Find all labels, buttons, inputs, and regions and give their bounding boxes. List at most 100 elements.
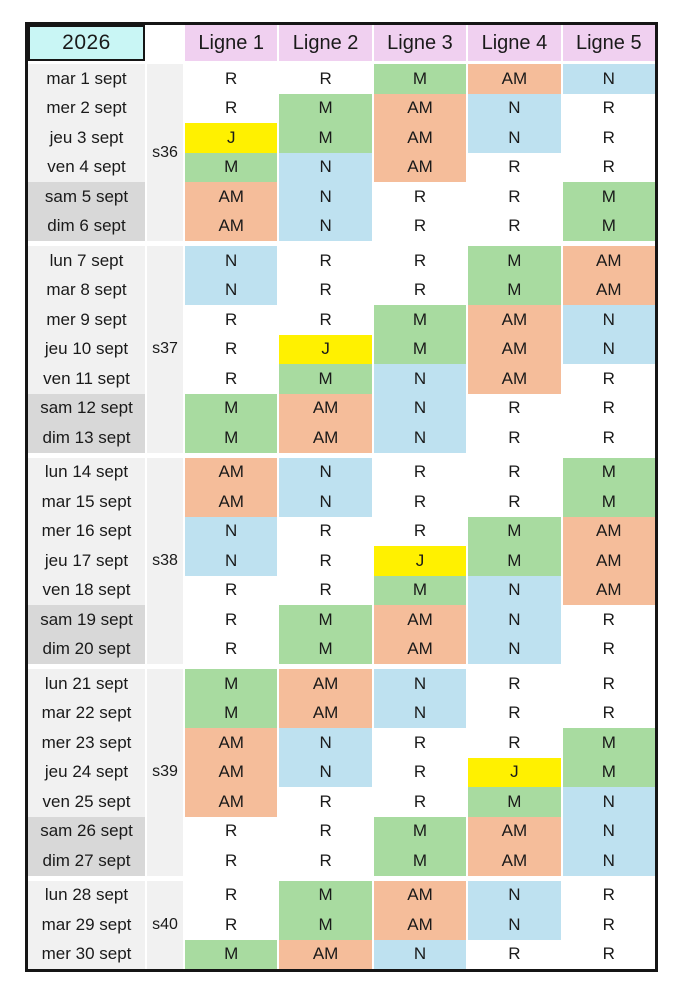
shift-cell[interactable]: AM [279, 423, 372, 453]
shift-cell[interactable]: N [279, 487, 372, 517]
shift-cell[interactable]: AM [373, 910, 467, 940]
shift-cell[interactable]: M [279, 364, 372, 394]
shift-cell[interactable]: M [279, 634, 372, 664]
shift-cell[interactable]: R [279, 816, 372, 846]
shift-cell[interactable]: M [373, 846, 467, 876]
shift-cell[interactable]: R [185, 880, 278, 910]
shift-cell[interactable]: R [279, 546, 372, 576]
shift-cell[interactable]: AM [279, 669, 372, 699]
shift-cell[interactable]: R [185, 305, 278, 335]
shift-cell[interactable]: N [373, 393, 467, 423]
shift-cell[interactable]: AM [373, 152, 467, 182]
shift-cell[interactable]: R [562, 605, 655, 635]
shift-cell[interactable]: R [185, 575, 278, 605]
shift-cell[interactable]: AM [185, 211, 278, 241]
shift-cell[interactable]: M [279, 93, 372, 123]
shift-cell[interactable]: R [185, 846, 278, 876]
shift-cell[interactable]: M [562, 211, 655, 241]
shift-cell[interactable]: M [468, 787, 561, 817]
shift-cell[interactable]: R [468, 728, 561, 758]
shift-cell[interactable]: AM [468, 364, 561, 394]
shift-cell[interactable]: R [279, 846, 372, 876]
shift-cell[interactable]: N [468, 910, 561, 940]
shift-cell[interactable]: M [468, 246, 561, 276]
shift-cell[interactable]: R [279, 305, 372, 335]
shift-cell[interactable]: AM [468, 816, 561, 846]
shift-cell[interactable]: N [279, 757, 372, 787]
shift-cell[interactable]: M [185, 939, 278, 969]
shift-cell[interactable]: R [185, 816, 278, 846]
shift-cell[interactable]: N [185, 546, 278, 576]
shift-cell[interactable]: AM [185, 487, 278, 517]
shift-cell[interactable]: AM [468, 64, 561, 94]
shift-cell[interactable]: M [373, 334, 467, 364]
shift-cell[interactable]: N [468, 634, 561, 664]
shift-cell[interactable]: R [373, 457, 467, 487]
shift-cell[interactable]: J [185, 123, 278, 153]
shift-cell[interactable]: N [562, 816, 655, 846]
shift-cell[interactable]: R [279, 787, 372, 817]
shift-cell[interactable]: M [185, 423, 278, 453]
shift-cell[interactable]: AM [468, 334, 561, 364]
shift-cell[interactable]: R [468, 487, 561, 517]
shift-cell[interactable]: M [279, 910, 372, 940]
shift-cell[interactable]: AM [373, 93, 467, 123]
shift-cell[interactable]: N [562, 846, 655, 876]
shift-cell[interactable]: M [562, 457, 655, 487]
shift-cell[interactable]: M [562, 182, 655, 212]
shift-cell[interactable]: AM [279, 698, 372, 728]
shift-cell[interactable]: M [279, 605, 372, 635]
shift-cell[interactable]: R [373, 516, 467, 546]
shift-cell[interactable]: R [373, 275, 467, 305]
shift-cell[interactable]: M [562, 487, 655, 517]
shift-cell[interactable]: R [185, 910, 278, 940]
shift-cell[interactable]: R [185, 605, 278, 635]
shift-cell[interactable]: AM [185, 757, 278, 787]
shift-cell[interactable]: M [468, 516, 561, 546]
shift-cell[interactable]: R [562, 93, 655, 123]
shift-cell[interactable]: N [279, 182, 372, 212]
shift-cell[interactable]: R [562, 880, 655, 910]
shift-cell[interactable]: R [185, 334, 278, 364]
shift-cell[interactable]: N [373, 423, 467, 453]
shift-cell[interactable]: AM [185, 457, 278, 487]
shift-cell[interactable]: AM [373, 123, 467, 153]
shift-cell[interactable]: R [468, 457, 561, 487]
shift-cell[interactable]: R [373, 757, 467, 787]
shift-cell[interactable]: AM [185, 728, 278, 758]
shift-cell[interactable]: AM [562, 516, 655, 546]
shift-cell[interactable]: N [562, 334, 655, 364]
shift-cell[interactable]: M [468, 546, 561, 576]
shift-cell[interactable]: R [279, 275, 372, 305]
shift-cell[interactable]: R [373, 211, 467, 241]
shift-cell[interactable]: R [562, 423, 655, 453]
shift-cell[interactable]: N [468, 93, 561, 123]
shift-cell[interactable]: R [373, 182, 467, 212]
shift-cell[interactable]: R [279, 246, 372, 276]
shift-cell[interactable]: N [562, 787, 655, 817]
shift-cell[interactable]: AM [373, 880, 467, 910]
shift-cell[interactable]: R [468, 423, 561, 453]
shift-cell[interactable]: R [185, 93, 278, 123]
shift-cell[interactable]: N [373, 698, 467, 728]
shift-cell[interactable]: R [562, 364, 655, 394]
shift-cell[interactable]: M [468, 275, 561, 305]
shift-cell[interactable]: R [562, 393, 655, 423]
shift-cell[interactable]: N [279, 728, 372, 758]
shift-cell[interactable]: N [373, 669, 467, 699]
shift-cell[interactable]: R [279, 516, 372, 546]
shift-cell[interactable]: R [562, 910, 655, 940]
shift-cell[interactable]: R [185, 64, 278, 94]
shift-cell[interactable]: M [279, 123, 372, 153]
shift-cell[interactable]: M [279, 880, 372, 910]
shift-cell[interactable]: R [185, 634, 278, 664]
shift-cell[interactable]: R [562, 152, 655, 182]
shift-cell[interactable]: R [185, 364, 278, 394]
shift-cell[interactable]: R [279, 64, 372, 94]
shift-cell[interactable]: N [373, 939, 467, 969]
shift-cell[interactable]: R [468, 211, 561, 241]
shift-cell[interactable]: AM [373, 634, 467, 664]
shift-cell[interactable]: N [468, 123, 561, 153]
shift-cell[interactable]: N [279, 152, 372, 182]
shift-cell[interactable]: R [373, 787, 467, 817]
